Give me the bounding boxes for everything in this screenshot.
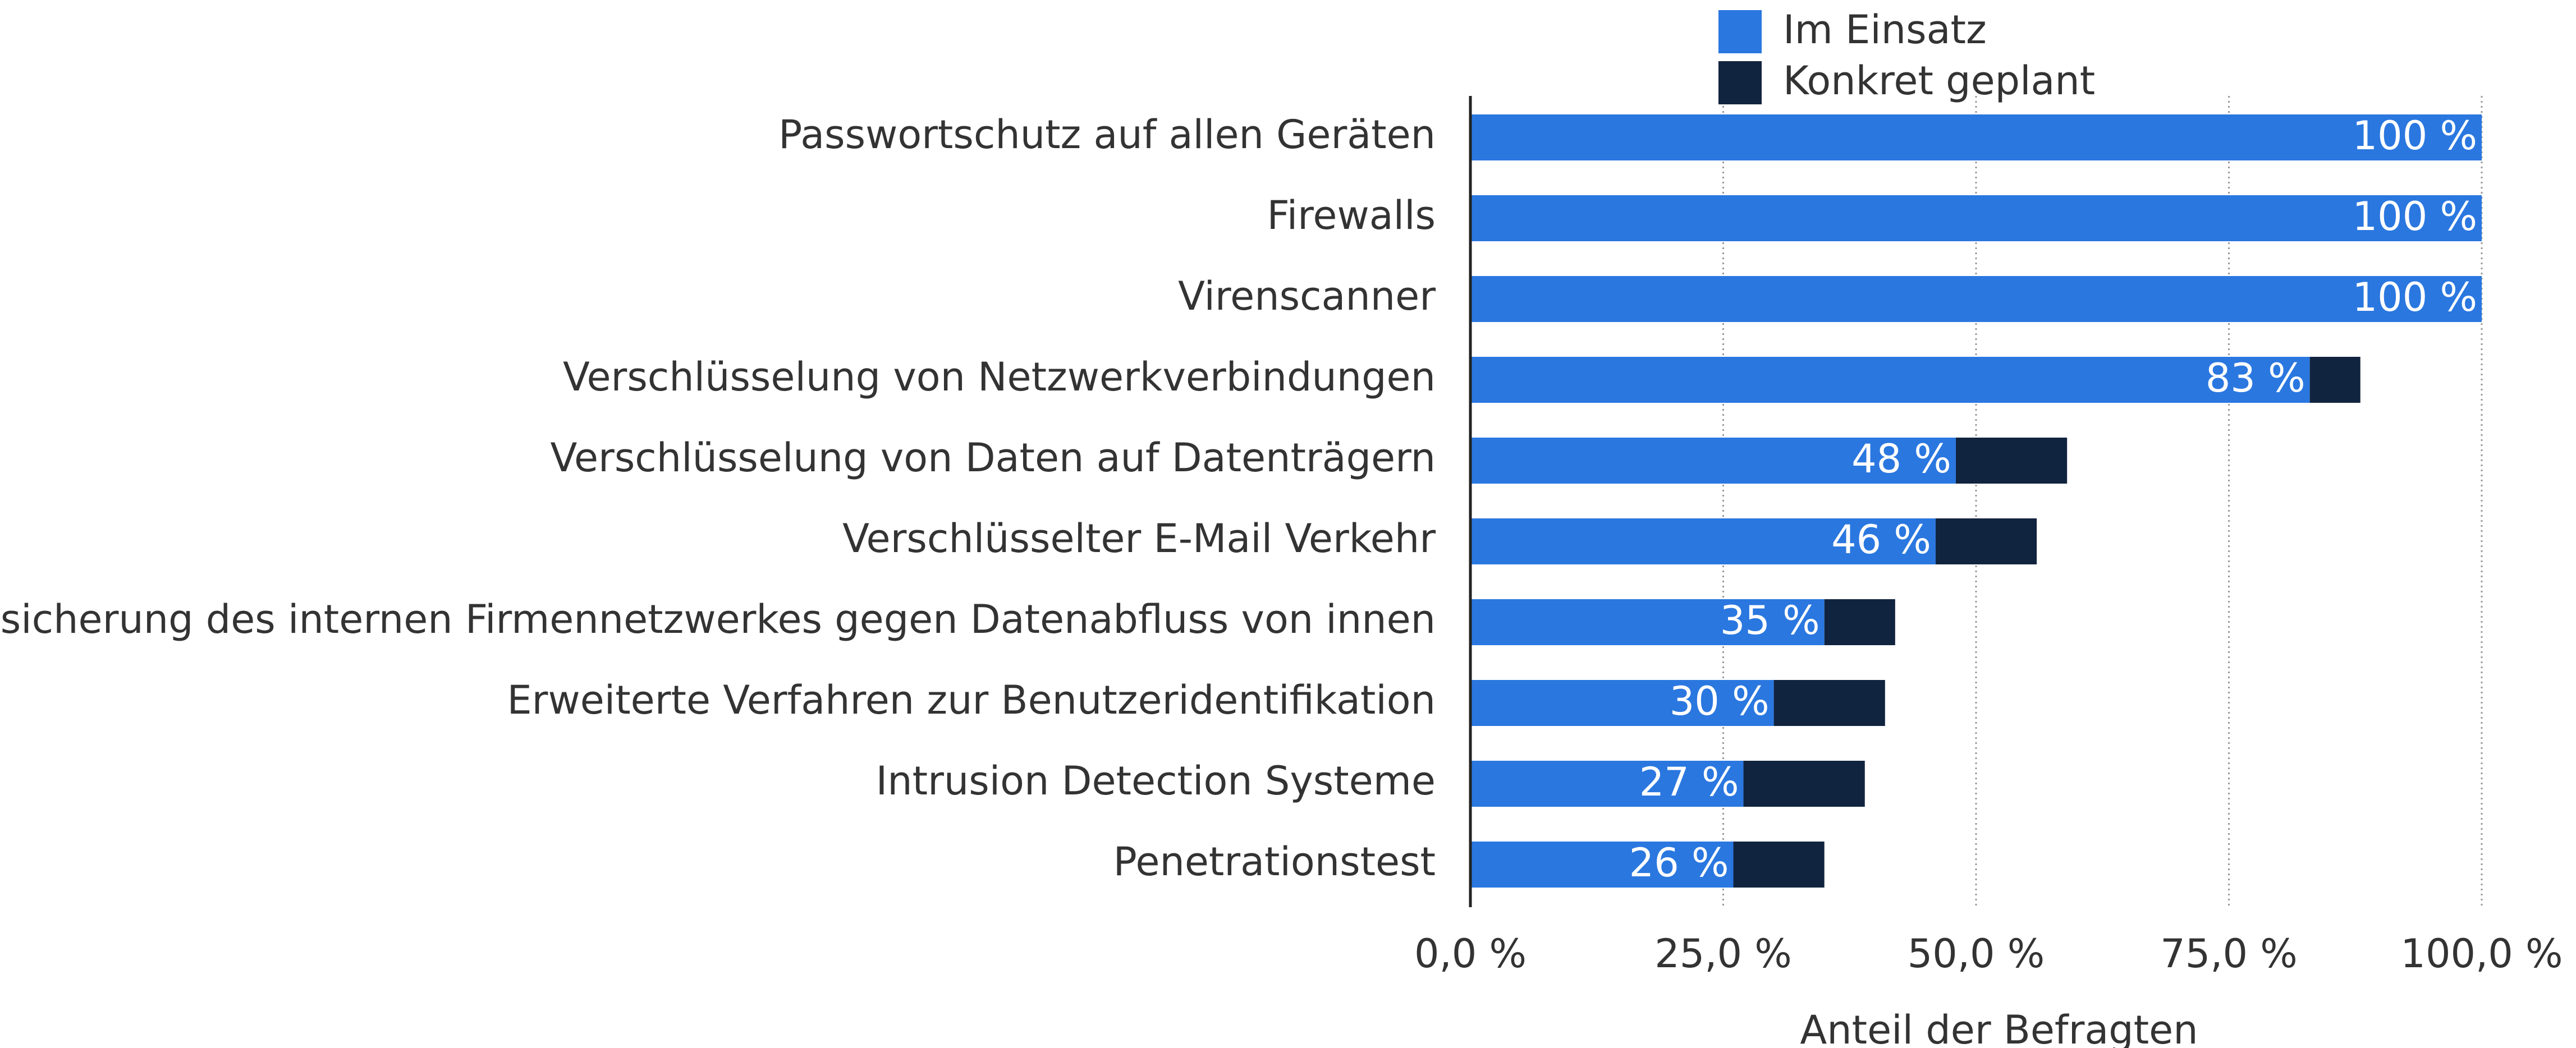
x-tick-label: 0,0 % bbox=[1414, 931, 1527, 977]
bar-segment bbox=[1470, 761, 1744, 807]
category-label: Verschlüsselter E-Mail Verkehr bbox=[842, 516, 1436, 562]
bar-segment bbox=[1470, 842, 1734, 888]
category-label: Intrusion Detection Systeme bbox=[876, 758, 1436, 804]
x-axis-title: Anteil der Befragten bbox=[1800, 1007, 2198, 1048]
legend-label: Im Einsatz bbox=[1783, 7, 1987, 53]
x-tick-label: 100,0 % bbox=[2400, 931, 2563, 977]
bar-segment bbox=[1470, 680, 1774, 726]
bar-segment bbox=[1470, 518, 1936, 564]
bar-segment bbox=[1470, 195, 2482, 241]
bar-segment bbox=[1470, 276, 2482, 322]
value-label: 100 % bbox=[2353, 194, 2477, 240]
bar-segment bbox=[1470, 357, 2310, 403]
category-label: Virenscanner bbox=[1178, 273, 1436, 319]
value-label: 100 % bbox=[2353, 274, 2477, 320]
bar-segment bbox=[1773, 680, 1885, 726]
x-tick-label: 50,0 % bbox=[1908, 931, 2045, 977]
bar-segment bbox=[1955, 438, 2068, 484]
value-label: 100 % bbox=[2353, 113, 2477, 159]
legend-swatch bbox=[1718, 61, 1762, 104]
bar-segment bbox=[1935, 518, 2037, 564]
bar-segment bbox=[1470, 438, 1956, 484]
category-label: Verschlüsselung von Netzwerkverbindungen bbox=[563, 354, 1436, 400]
category-label: Erweiterte Verfahren zur Benutzeridentif… bbox=[507, 677, 1436, 723]
value-label: 26 % bbox=[1629, 840, 1729, 886]
category-label: Absicherung des internen Firmennetzwerke… bbox=[0, 596, 1436, 642]
bar-segment bbox=[1733, 842, 1825, 888]
value-label: 48 % bbox=[1851, 436, 1951, 482]
category-label: Firewalls bbox=[1267, 192, 1436, 238]
value-label: 83 % bbox=[2206, 355, 2305, 401]
category-label: Verschlüsselung von Daten auf Datenträge… bbox=[551, 435, 1436, 481]
x-tick-label: 75,0 % bbox=[2160, 931, 2298, 977]
x-tick-label: 25,0 % bbox=[1654, 931, 1792, 977]
bar-segment bbox=[1470, 599, 1825, 645]
bar-segment bbox=[1470, 114, 2482, 160]
category-label: Penetrationstest bbox=[1113, 839, 1436, 885]
value-label: 35 % bbox=[1720, 597, 1820, 643]
category-label: Passwortschutz auf allen Geräten bbox=[778, 112, 1436, 158]
bar-segment bbox=[1743, 761, 1865, 807]
bar-segment bbox=[2309, 357, 2360, 403]
bar-segment bbox=[1824, 599, 1895, 645]
legend-label: Konkret geplant bbox=[1783, 58, 2095, 104]
value-label: 27 % bbox=[1639, 759, 1739, 805]
value-label: 30 % bbox=[1670, 678, 1770, 724]
legend-swatch bbox=[1718, 10, 1762, 53]
value-label: 46 % bbox=[1831, 517, 1931, 563]
